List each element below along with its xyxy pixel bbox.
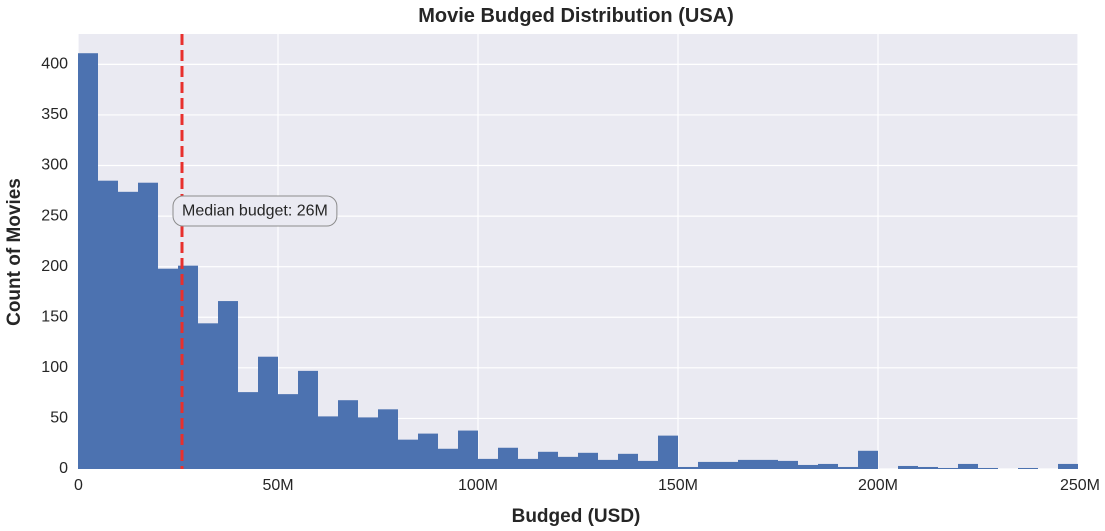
histogram-bar	[158, 268, 178, 469]
histogram-bar	[598, 459, 618, 469]
histogram-bar	[798, 464, 818, 469]
histogram-bar	[938, 467, 958, 469]
histogram-bar	[258, 356, 278, 469]
histogram-bar	[238, 392, 258, 469]
histogram-bar	[1018, 467, 1038, 469]
histogram-bar	[858, 450, 878, 469]
y-tick-label: 350	[41, 106, 68, 123]
x-tick-label: 200M	[858, 477, 898, 494]
x-axis-ticks: 0 50M 100M 150M 200M 250M	[74, 477, 1100, 494]
histogram-bar	[118, 191, 138, 469]
y-tick-label: 300	[41, 157, 68, 174]
histogram-bar	[738, 459, 758, 469]
median-label-box	[172, 195, 338, 227]
x-tick-label: 50M	[262, 477, 293, 494]
x-tick-label: 250M	[1060, 477, 1100, 494]
histogram-bar	[778, 460, 798, 469]
histogram-bar	[978, 467, 998, 469]
median-label: Median budget: 26M	[182, 202, 328, 219]
x-axis-label: Budged (USD)	[512, 506, 641, 527]
histogram-bar	[618, 453, 638, 469]
histogram-bar	[98, 180, 118, 470]
histogram-bar	[78, 53, 98, 469]
y-tick-label: 400	[41, 56, 68, 73]
histogram-bar	[958, 463, 978, 469]
x-tick-label: 150M	[658, 477, 698, 494]
histogram-bar	[138, 182, 158, 470]
histogram-bar	[578, 452, 598, 469]
histogram-bar	[698, 461, 718, 469]
histogram-bar	[718, 461, 738, 469]
histogram-bar	[438, 448, 458, 469]
y-tick-label: 100	[41, 359, 68, 376]
histogram-bar	[1058, 463, 1078, 469]
x-tick-label: 0	[74, 477, 83, 494]
histogram-bars	[78, 53, 1078, 470]
histogram-bar	[538, 451, 558, 469]
histogram-bar	[658, 435, 678, 469]
histogram-bar	[358, 417, 378, 469]
y-tick-label: 150	[41, 308, 68, 325]
histogram-bar	[218, 301, 238, 469]
histogram-bar	[638, 460, 658, 469]
histogram-bar	[818, 463, 838, 469]
median-marker: Median budget: 26M	[172, 34, 338, 469]
histogram-bar	[338, 400, 358, 469]
histogram-bar	[898, 465, 918, 469]
histogram-bar	[298, 370, 318, 469]
histogram-bar	[558, 456, 578, 469]
histogram-bar	[458, 430, 478, 469]
histogram-bar	[278, 394, 298, 469]
y-tick-label: 200	[41, 258, 68, 275]
y-tick-label: 0	[59, 460, 68, 477]
histogram-bar	[918, 466, 938, 469]
histogram-bar	[498, 447, 518, 469]
histogram-bar	[518, 458, 538, 469]
x-tick-label: 100M	[458, 477, 498, 494]
histogram-bar	[378, 409, 398, 469]
y-tick-label: 250	[41, 207, 68, 224]
chart-title: Movie Budged Distribution (USA)	[418, 5, 734, 27]
histogram-bar	[758, 459, 778, 469]
y-axis-ticks: 0 50 100 150 200 250 300 350 400	[41, 56, 68, 478]
y-axis-label: Count of Movies	[4, 178, 25, 326]
histogram-bar	[838, 466, 858, 469]
histogram-bar	[398, 439, 418, 469]
histogram-bar	[198, 323, 218, 469]
histogram-bar	[318, 416, 338, 469]
histogram-bar	[478, 458, 498, 469]
histogram-bar	[418, 433, 438, 469]
y-tick-label: 50	[50, 410, 68, 427]
histogram-bar	[678, 466, 698, 469]
